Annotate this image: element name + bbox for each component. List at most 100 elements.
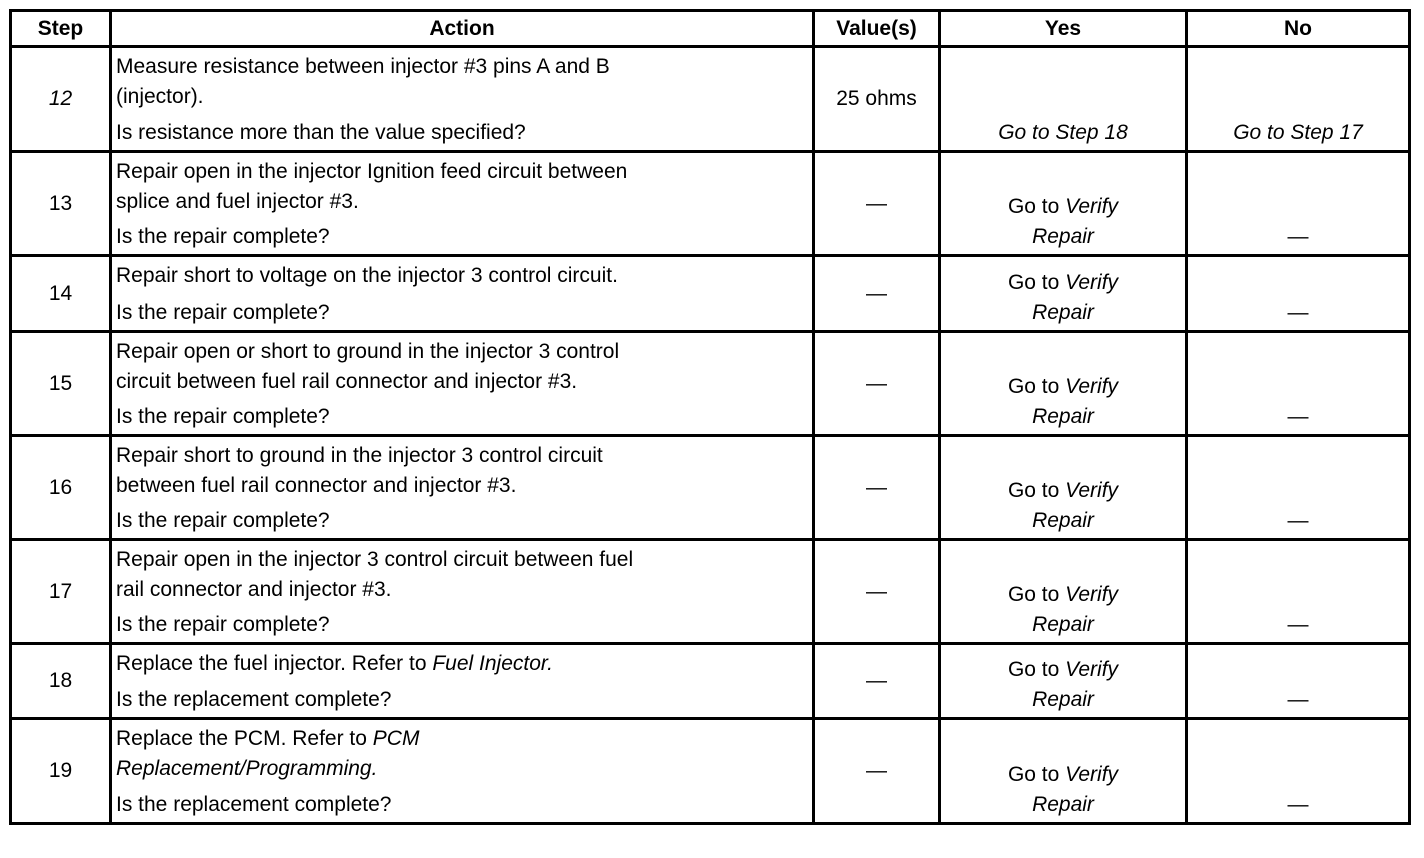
text-line: Replace the PCM. Refer to PCM bbox=[116, 724, 806, 754]
yes-cell: Go to Verify Repair bbox=[938, 434, 1188, 541]
text-segment: Repair open or short to ground in the in… bbox=[116, 340, 620, 363]
text-line: — bbox=[1288, 298, 1309, 328]
text-segment: Verify bbox=[1065, 195, 1119, 218]
value-cell: — bbox=[812, 434, 941, 541]
text-line: Go to Step 17 bbox=[1233, 118, 1363, 148]
text-segment: Repair bbox=[1032, 509, 1094, 532]
text-segment: Repair bbox=[1032, 225, 1094, 248]
table-row: 18 Replace the fuel injector. Refer to Fu… bbox=[9, 642, 1411, 720]
text-segment: Go to bbox=[1007, 271, 1066, 294]
no-cell: — bbox=[1185, 717, 1411, 825]
text-line: splice and fuel injector #3. bbox=[116, 187, 806, 217]
text-segment: rail connector and injector #3. bbox=[116, 578, 392, 601]
text-segment: Repair bbox=[1032, 301, 1094, 324]
text-segment: Go to Step 18 bbox=[998, 121, 1128, 144]
action-cell: Repair short to voltage on the injector … bbox=[109, 254, 815, 333]
step-number: 19 bbox=[9, 717, 112, 825]
no-cell: — bbox=[1185, 254, 1411, 333]
text-line: (injector). bbox=[116, 82, 806, 112]
text-line: between fuel rail connector and injector… bbox=[116, 471, 806, 501]
text-line: Go to Verify bbox=[1008, 580, 1118, 610]
text-segment: Go to Step 17 bbox=[1233, 121, 1363, 144]
action-question: Is the repair complete? bbox=[116, 301, 330, 324]
yes-cell: Go to Verify Repair bbox=[938, 150, 1188, 257]
text-segment: Repair bbox=[1032, 613, 1094, 636]
text-segment: Replacement/Programming. bbox=[116, 757, 378, 780]
value-cell: — bbox=[812, 254, 941, 333]
text-line: Replacement/Programming. bbox=[116, 754, 806, 784]
yes-cell: Go to Verify Repair bbox=[938, 330, 1188, 437]
header-values: Value(s) bbox=[812, 9, 941, 48]
yes-cell: Go to Step 18 bbox=[938, 45, 1188, 153]
text-segment: between fuel rail connector and injector… bbox=[116, 474, 517, 497]
yes-cell: Go to Verify Repair bbox=[938, 717, 1188, 825]
text-line: Repair open or short to ground in the in… bbox=[116, 337, 806, 367]
text-line: Repair open in the injector Ignition fee… bbox=[116, 157, 806, 187]
value-cell: — bbox=[812, 150, 941, 257]
text-line: Go to Verify bbox=[1008, 476, 1118, 506]
text-line: — bbox=[1288, 685, 1309, 715]
text-segment: Repair short to ground in the injector 3… bbox=[116, 444, 603, 467]
text-line: Go to Verify bbox=[1008, 760, 1118, 790]
text-segment: (injector). bbox=[116, 85, 204, 108]
text-segment: Verify bbox=[1065, 479, 1119, 502]
text-line: — bbox=[1288, 610, 1309, 640]
text-line: Repair bbox=[1032, 402, 1094, 432]
text-line: Repair bbox=[1032, 222, 1094, 252]
text-line: Go to Verify bbox=[1008, 372, 1118, 402]
yes-cell: Go to Verify Repair bbox=[938, 254, 1188, 333]
text-segment: Repair bbox=[1032, 688, 1094, 711]
step-number: 12 bbox=[9, 45, 112, 153]
yes-cell: Go to Verify Repair bbox=[938, 642, 1188, 720]
text-line: circuit between fuel rail connector and … bbox=[116, 367, 806, 397]
action-cell: Repair short to ground in the injector 3… bbox=[109, 434, 815, 541]
text-segment: Repair open in the injector 3 control ci… bbox=[116, 548, 634, 571]
action-question: Is the repair complete? bbox=[116, 613, 330, 636]
value-cell: — bbox=[812, 330, 941, 437]
text-segment: Go to bbox=[1007, 583, 1066, 606]
table-row: 12 Measure resistance between injector #3… bbox=[9, 45, 1411, 153]
table-row: 19 Replace the PCM. Refer to PCM Replaceme… bbox=[9, 717, 1411, 825]
table-row: 13 Repair open in the injector Ignition f… bbox=[9, 150, 1411, 257]
step-number: 17 bbox=[9, 538, 112, 645]
text-line: Repair bbox=[1032, 685, 1094, 715]
no-cell: — bbox=[1185, 330, 1411, 437]
text-line: Repair open in the injector 3 control ci… bbox=[116, 545, 806, 575]
action-question: Is the replacement complete? bbox=[116, 793, 392, 816]
value-cell: — bbox=[812, 717, 941, 825]
table-row: 17 Repair open in the injector 3 control … bbox=[9, 538, 1411, 645]
text-line: — bbox=[1288, 222, 1309, 252]
text-line: Repair bbox=[1032, 506, 1094, 536]
text-segment: Repair open in the injector Ignition fee… bbox=[116, 160, 628, 183]
text-segment: — bbox=[1287, 405, 1309, 428]
step-number: 16 bbox=[9, 434, 112, 541]
text-segment: — bbox=[1287, 509, 1309, 532]
text-line: Go to Verify bbox=[1008, 655, 1118, 685]
value-cell: — bbox=[812, 538, 941, 645]
text-segment: Verify bbox=[1065, 375, 1119, 398]
diagnostic-table: Step Action Value(s) Yes No 12 Measure re… bbox=[9, 9, 1411, 825]
header-action: Action bbox=[109, 9, 815, 48]
text-line: Replace the fuel injector. Refer to Fuel… bbox=[116, 649, 806, 679]
table-row: 14 Repair short to voltage on the injecto… bbox=[9, 254, 1411, 333]
text-line: Go to Step 18 bbox=[998, 118, 1128, 148]
action-cell: Repair open in the injector Ignition fee… bbox=[109, 150, 815, 257]
text-segment: Verify bbox=[1065, 271, 1119, 294]
text-segment: Go to bbox=[1007, 763, 1066, 786]
step-number: 18 bbox=[9, 642, 112, 720]
text-line: — bbox=[1288, 790, 1309, 820]
text-segment: — bbox=[1287, 793, 1309, 816]
action-cell: Replace the PCM. Refer to PCM Replacement… bbox=[109, 717, 815, 825]
table-row: 16 Repair short to ground in the injector… bbox=[9, 434, 1411, 541]
text-line: Repair bbox=[1032, 610, 1094, 640]
action-question: Is the repair complete? bbox=[116, 405, 330, 428]
text-segment: Verify bbox=[1065, 583, 1119, 606]
text-segment: Repair bbox=[1032, 793, 1094, 816]
text-line: Repair short to ground in the injector 3… bbox=[116, 441, 806, 471]
value-cell: — bbox=[812, 642, 941, 720]
no-cell: — bbox=[1185, 150, 1411, 257]
step-number: 13 bbox=[9, 150, 112, 257]
no-cell: — bbox=[1185, 538, 1411, 645]
action-cell: Replace the fuel injector. Refer to Fuel… bbox=[109, 642, 815, 720]
no-cell: — bbox=[1185, 434, 1411, 541]
